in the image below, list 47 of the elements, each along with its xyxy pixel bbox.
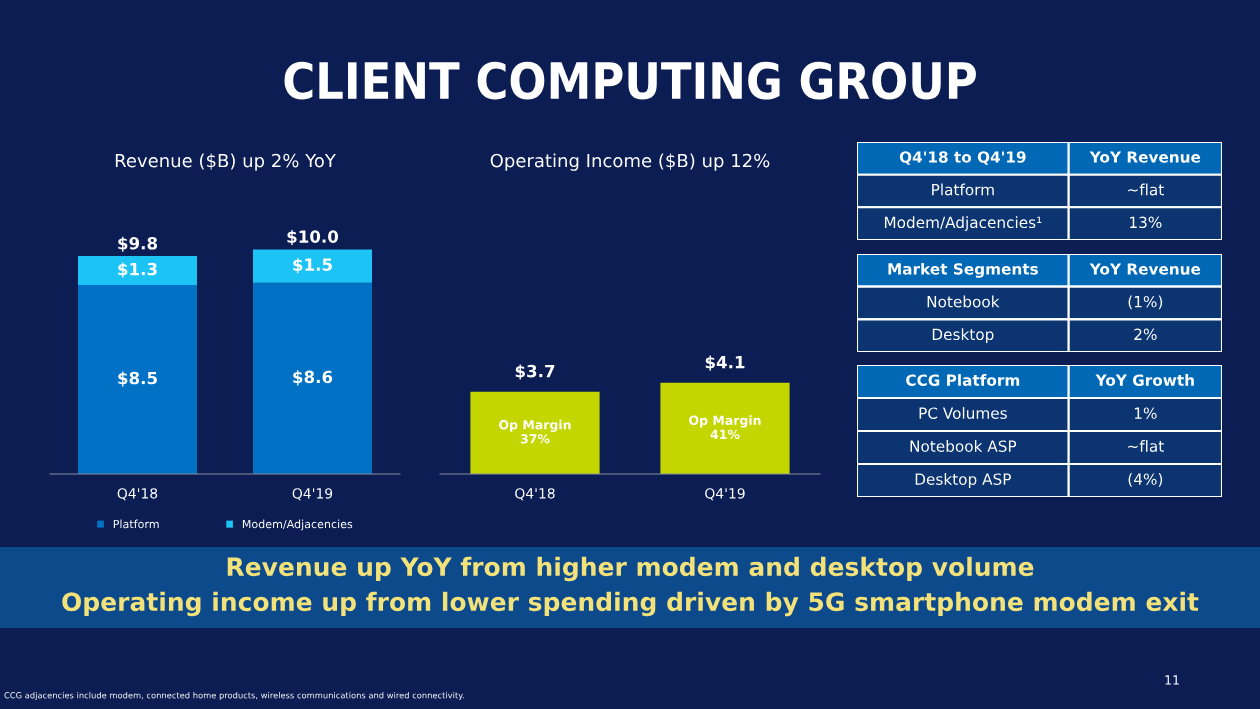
category-label: YoY Revenue [1089, 263, 1201, 275]
data-label: $8.5 [118, 371, 157, 387]
bar [78, 256, 197, 285]
text: 11 [1165, 675, 1179, 685]
text: CLIENT COMPUTING GROUP [284, 61, 976, 100]
data-label: $8.6 [293, 370, 333, 386]
text: ~flat [1128, 183, 1164, 196]
chart-title: Operating Income ($B) up 12% [490, 153, 770, 171]
data-label: $1.5 [293, 258, 332, 274]
category-label: Q4'18 to Q4'19 [899, 151, 1026, 165]
category-label: CCG Platform [906, 374, 1020, 386]
annotation: Op Margin 41% [689, 415, 761, 440]
bar [253, 282, 372, 474]
category-label: YoY Growth [1095, 374, 1194, 386]
x-tick-label: Q4'18 [515, 488, 555, 501]
text: ~flat [1128, 440, 1164, 452]
text: 2% [1134, 328, 1157, 341]
bar [253, 249, 372, 283]
text: Notebook ASP [910, 440, 1017, 452]
text: Modem/Adjacencies¹ [884, 216, 1042, 232]
text: (1%) [1128, 295, 1163, 310]
text: Desktop [932, 328, 994, 344]
x-tick-label: Q4'18 [117, 488, 158, 501]
legend-label: Platform [113, 519, 159, 529]
text: PC Volumes [919, 407, 1007, 419]
text: 13% [1130, 216, 1162, 229]
x-tick-label: Q4'19 [705, 488, 745, 501]
text: Operating income up from lower spending driven by 5G smartphone modem exit [62, 591, 1199, 617]
text: 1% [1134, 407, 1157, 419]
text: Platform [932, 183, 994, 196]
x-tick-label: Q4'19 [292, 488, 333, 501]
text: (4%) [1128, 473, 1163, 487]
text: Revenue up YoY from higher modem and desktop volume [227, 556, 1034, 582]
data-label: $4.1 [705, 355, 745, 371]
text: Desktop ASP [915, 473, 1011, 488]
annotation: Op Margin 37% [499, 419, 571, 444]
category-label: YoY Revenue [1089, 151, 1201, 163]
text: Notebook [927, 295, 1000, 308]
data-label: $1.3 [118, 262, 157, 278]
category-label: Market Segments [888, 262, 1038, 278]
total-label: $10.0 [287, 229, 339, 246]
data-label: $3.7 [515, 364, 555, 380]
chart-title: Revenue ($B) up 2% YoY [115, 153, 336, 171]
bar [78, 284, 197, 474]
legend-label: Modem/Adjacencies [242, 519, 353, 531]
total-label: $9.8 [118, 236, 158, 252]
text: CCG adjacencies include modem, connected home products, wireless communications and wired connectivity. [4, 691, 464, 701]
